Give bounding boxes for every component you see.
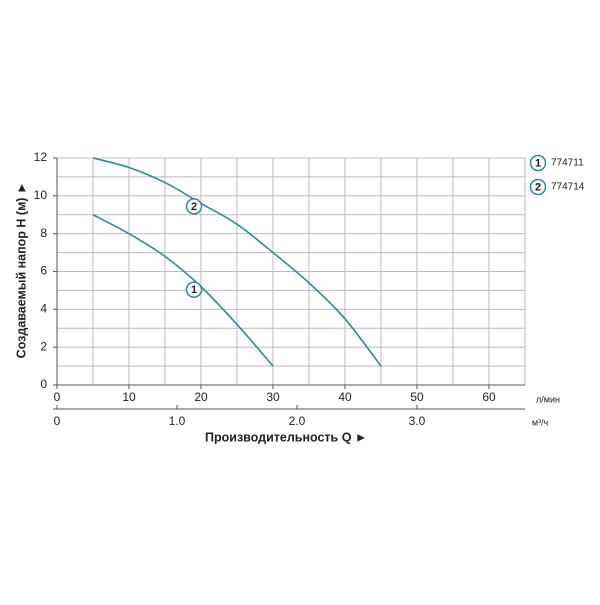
y-axis-label: Создаваемый напор H (м) ► [14,182,28,359]
x2-unit: м³/ч [532,417,549,427]
x-axis-label: Производительность Q ► [205,430,367,444]
y-tick-label: 10 [34,188,48,202]
y-tick-label: 6 [40,264,47,278]
x2-tick-label: 0 [54,414,61,428]
x2-tick-label: 2.0 [289,414,306,428]
x2-tick-label: 3.0 [409,414,426,428]
x-tick-label: 30 [266,390,280,404]
legend-label: 774714 [551,182,585,193]
curve [92,214,274,367]
y-tick-label: 12 [34,150,48,164]
legend-label: 774711 [551,158,584,169]
y-tick-label: 8 [40,226,47,240]
x-unit: л/мин [536,394,560,404]
curve-label: 2 [191,201,197,213]
legend-marker: 1 [535,157,541,169]
x-tick-label: 40 [338,390,352,404]
x2-tick-label: 1.0 [169,414,186,428]
legend-marker-circle [529,154,547,172]
x-tick-label: 20 [194,390,208,404]
curve-label-circle [185,281,203,298]
y-tick-label: 4 [40,302,47,316]
x-tick-label: 0 [54,390,61,404]
x-tick-label: 60 [482,390,496,404]
curve-label-circle [185,198,203,215]
x-tick-label: 10 [122,390,136,404]
curve [92,157,382,367]
y-tick-label: 0 [40,377,47,391]
x-tick-label: 50 [410,390,424,404]
legend-marker-circle [529,178,547,196]
legend-marker: 2 [535,181,541,193]
y-tick-label: 2 [40,339,47,353]
curve-label: 1 [191,284,197,296]
